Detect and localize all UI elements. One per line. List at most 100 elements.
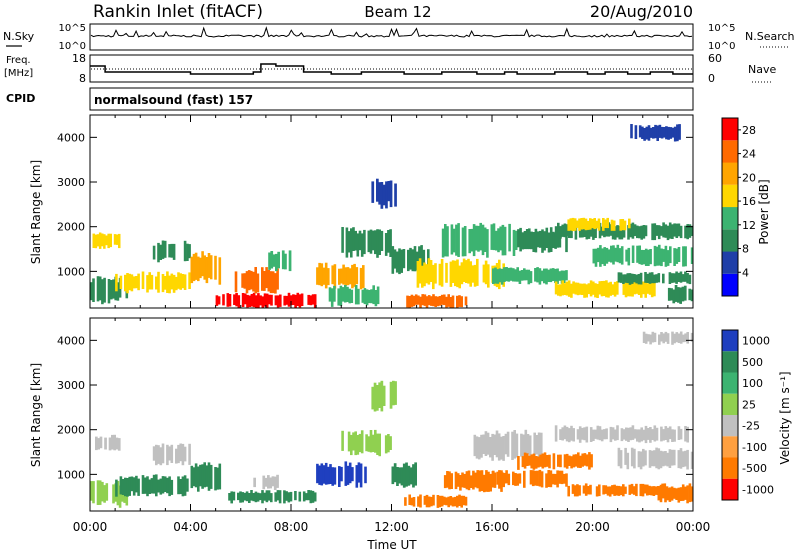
heatmap-cell — [637, 284, 641, 295]
heatmap-region-0-19 — [554, 280, 656, 298]
heatmap-cell — [586, 220, 590, 230]
heatmap-cell — [635, 483, 638, 497]
heatmap-cell — [267, 490, 271, 501]
heatmap-cell — [688, 274, 692, 285]
heatmap-cell — [675, 332, 679, 343]
freq-label-line1: Freq. — [6, 55, 31, 66]
heatmap-cell — [677, 272, 681, 282]
heatmap-cell — [124, 477, 127, 497]
heatmap-cell — [361, 289, 365, 303]
heatmap-cell — [389, 180, 393, 208]
heatmap-cell — [653, 450, 656, 467]
heatmap-cell — [327, 268, 330, 286]
heatmap-cell — [205, 257, 209, 284]
heatmap-cell — [322, 267, 326, 285]
heatmap-cell — [556, 231, 560, 248]
heatmap-cell — [573, 485, 577, 497]
freq-line — [90, 63, 693, 75]
heatmap-cell — [646, 283, 650, 294]
heatmap-cell — [357, 288, 360, 305]
heatmap-cell — [216, 467, 219, 490]
heatmap-cell — [596, 425, 600, 440]
heatmap-cell — [651, 223, 654, 241]
heatmap-cell — [371, 434, 375, 452]
heatmap-cell — [496, 269, 499, 284]
heatmap-cell — [447, 496, 450, 508]
heatmap-cell — [462, 258, 466, 282]
colorbar-tick-label: 1000 — [742, 335, 770, 348]
heatmap-region-1-10 — [391, 462, 417, 488]
heatmap-cell — [170, 243, 174, 258]
heatmap-cell — [629, 427, 632, 441]
heatmap-cell — [604, 219, 607, 228]
heatmap-cell — [646, 273, 649, 283]
heatmap-cell — [265, 293, 269, 308]
heatmap-region-0-11 — [371, 178, 397, 209]
heatmap-cell — [559, 284, 562, 297]
heatmap-cell — [633, 281, 637, 295]
heatmap-cell — [530, 454, 533, 469]
heatmap-cell — [637, 451, 641, 468]
heatmap-cell — [199, 257, 202, 279]
heatmap-cell — [532, 232, 535, 252]
heatmap-cell — [578, 426, 582, 443]
heatmap-cell — [659, 450, 663, 469]
heatmap-cell — [128, 273, 131, 291]
heatmap-cell — [214, 255, 217, 280]
heatmap-cell — [494, 267, 497, 284]
heatmap-cell — [664, 451, 667, 466]
date-title: 20/Aug/2010 — [590, 2, 693, 21]
colorbar-swatch — [722, 229, 738, 252]
heatmap-cell — [357, 462, 361, 483]
heatmap-cell — [616, 225, 619, 238]
heatmap-cell — [307, 294, 310, 305]
heatmap-region-0-16 — [492, 267, 568, 285]
heatmap-cell — [271, 476, 275, 487]
heatmap-cell — [98, 480, 102, 505]
heatmap-cell — [404, 497, 407, 506]
heatmap-cell — [594, 224, 597, 238]
colorbar-swatch — [722, 415, 738, 437]
heatmap-cell — [618, 225, 621, 240]
heatmap-cell — [622, 429, 626, 440]
heatmap-cell — [109, 233, 112, 248]
heatmap-cell — [207, 462, 211, 491]
heatmap-cell — [666, 488, 669, 501]
heatmap-region-1-15 — [517, 452, 593, 470]
heatmap-cell — [486, 229, 489, 258]
heatmap-cell — [506, 431, 510, 457]
heatmap-cell — [688, 483, 692, 503]
heatmap-cell — [192, 467, 196, 487]
heatmap-cell — [311, 490, 315, 503]
heatmap-cell — [493, 472, 497, 488]
heatmap-cell — [103, 234, 106, 249]
heatmap-cell — [412, 464, 415, 488]
heatmap-cell — [183, 475, 187, 496]
heatmap-cell — [499, 226, 502, 251]
heatmap-cell — [516, 267, 519, 282]
heatmap-cell — [441, 228, 445, 258]
heatmap-cell — [118, 485, 122, 508]
heatmap-cell — [594, 429, 597, 439]
heatmap-cell — [556, 268, 559, 284]
heatmap-cell — [641, 483, 645, 497]
heatmap-cell — [287, 292, 291, 307]
heatmap-region-0-21 — [592, 244, 694, 267]
heatmap-cell — [528, 435, 532, 457]
heatmap-cell — [445, 497, 448, 506]
heatmap-cell — [412, 295, 416, 307]
heatmap-cell — [526, 453, 529, 466]
heatmap-cell — [617, 272, 621, 283]
heatmap-cell — [644, 450, 647, 466]
heatmap-cell — [540, 432, 543, 461]
heatmap-cell — [284, 253, 287, 270]
heatmap-cell — [570, 223, 573, 239]
heatmap-cell — [378, 433, 381, 457]
heatmap-cell — [181, 476, 185, 497]
heatmap-cell — [454, 471, 458, 490]
heatmap-cell — [344, 461, 348, 486]
heatmap-cell — [514, 473, 517, 486]
heatmap-cell — [570, 283, 573, 298]
heatmap-cell — [190, 465, 194, 489]
